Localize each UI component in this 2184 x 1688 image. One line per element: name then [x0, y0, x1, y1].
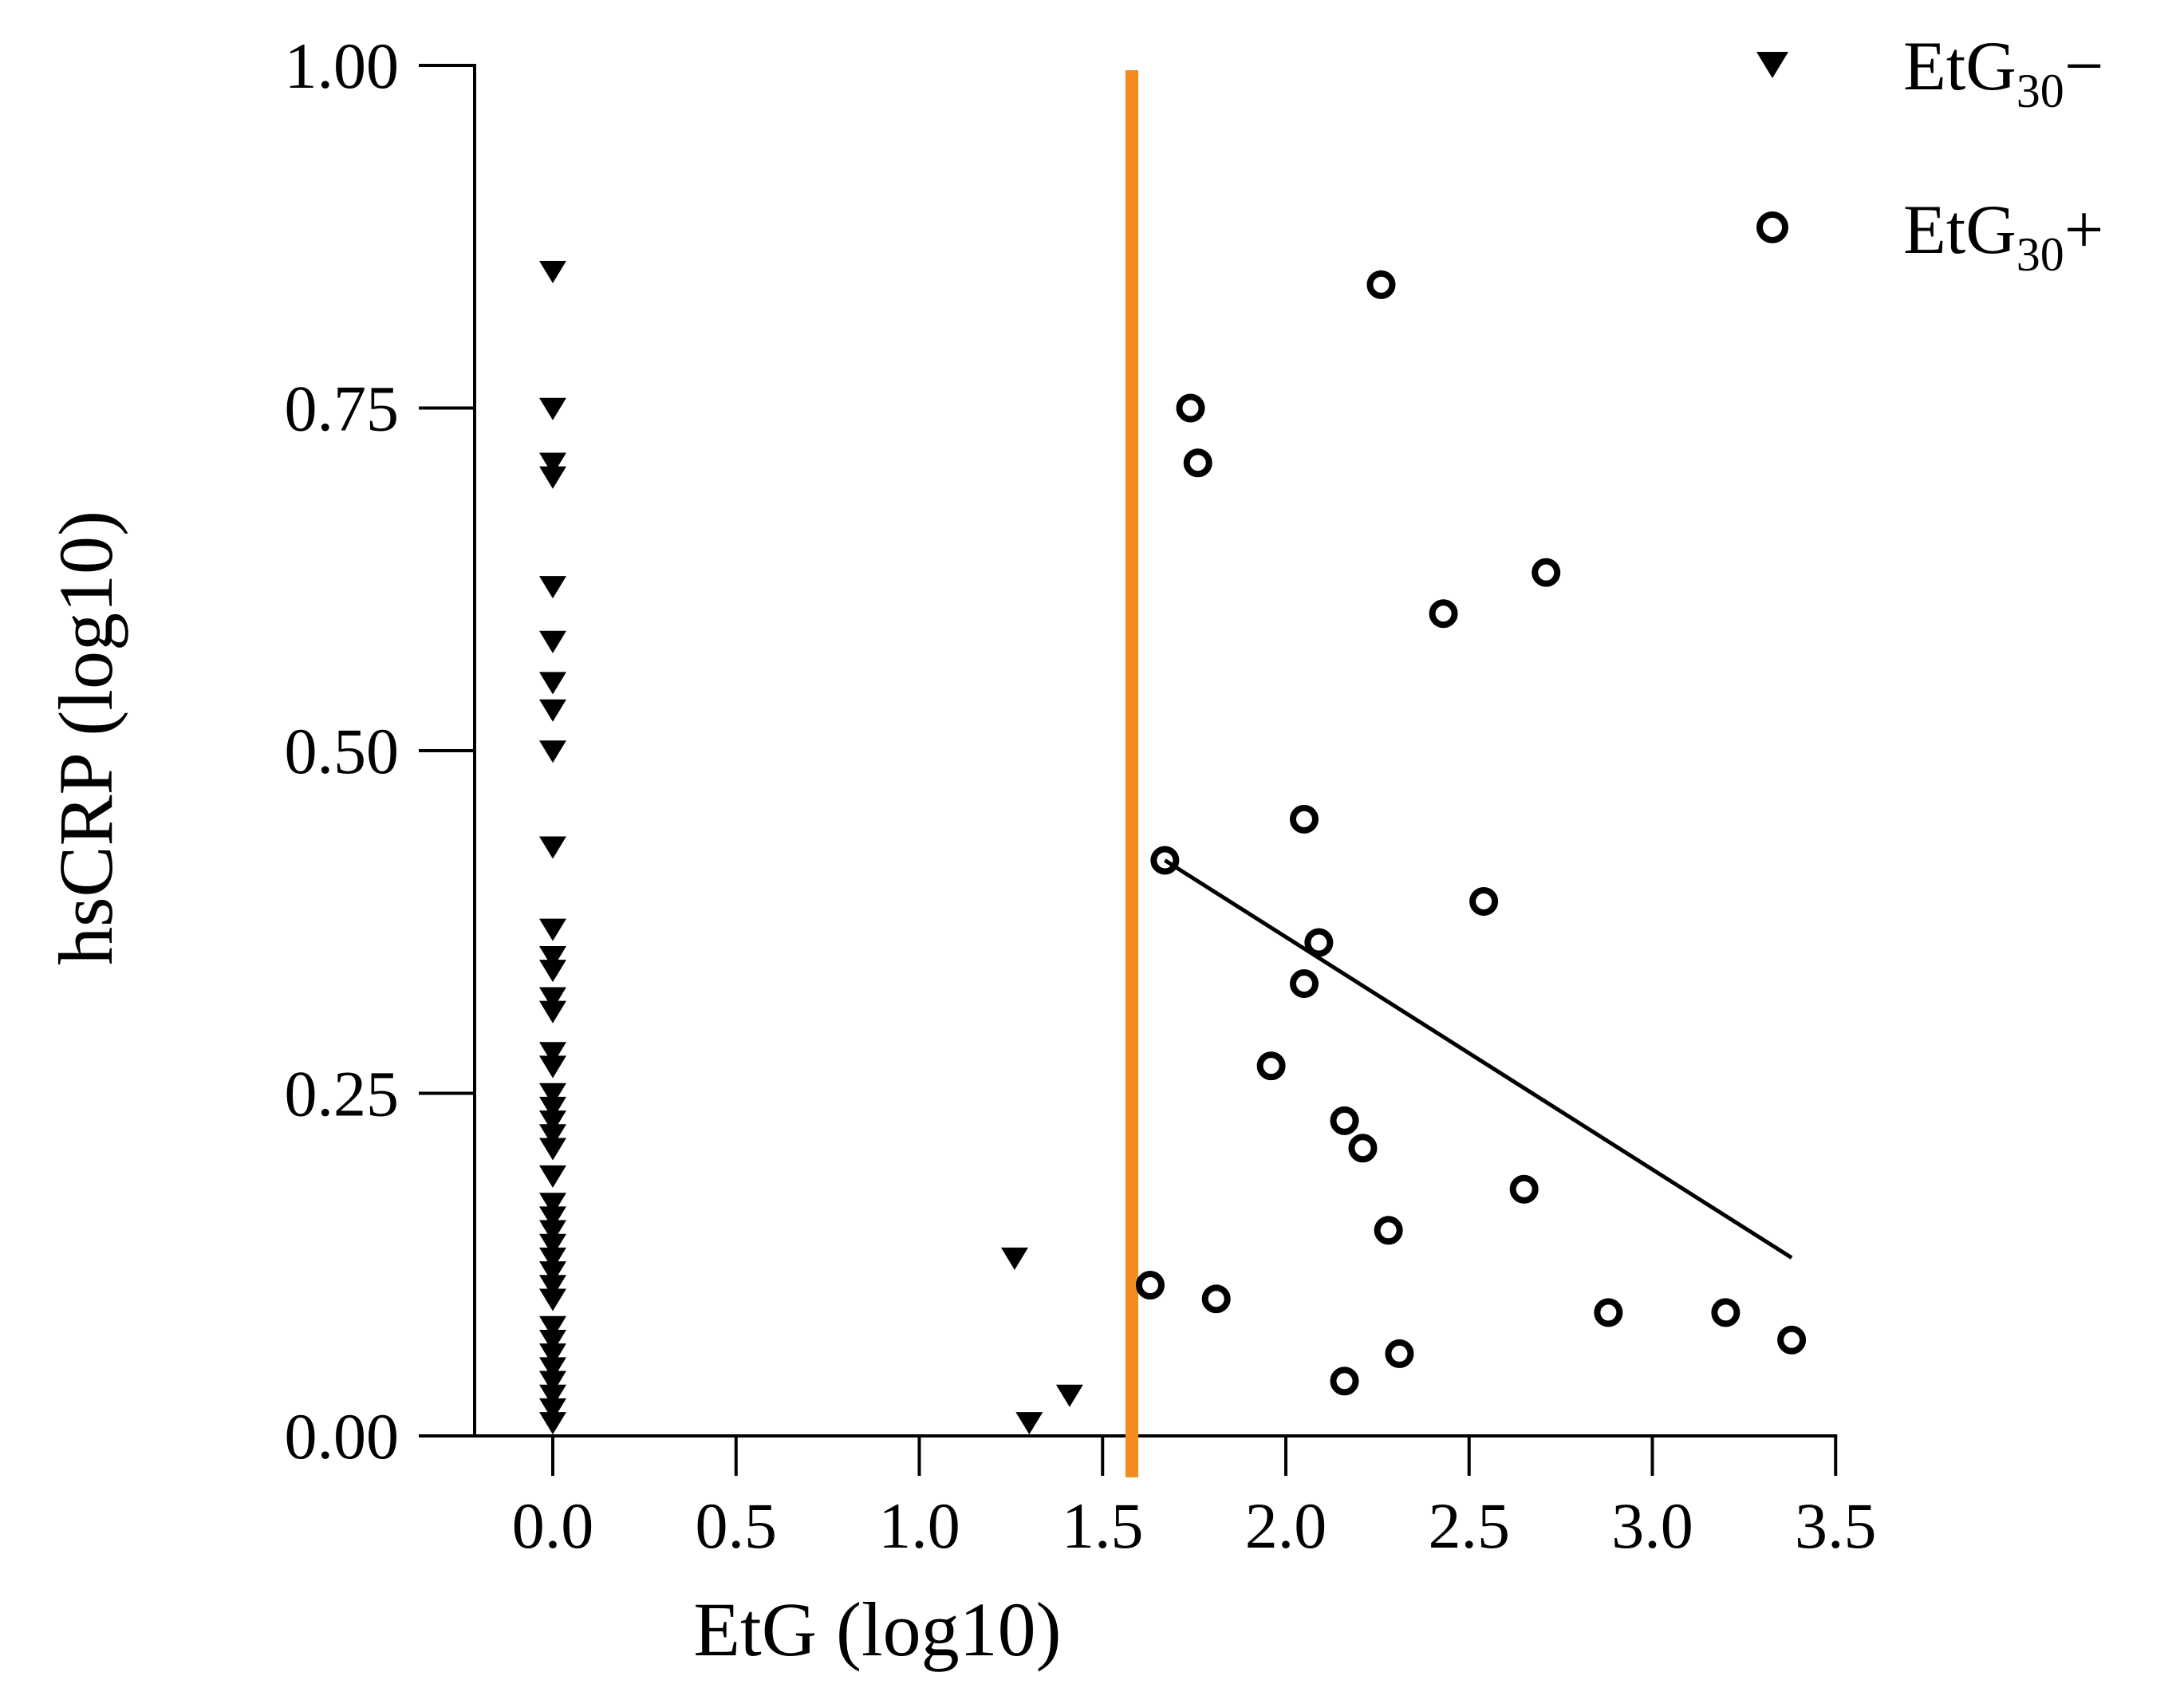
data-point-circle [1201, 1284, 1231, 1314]
axes: 0.0 0.5 1.0 1.5 2.0 2.5 3.0 3.5 0.00 0.25 0.50 0.75… [285, 30, 1877, 1562]
legend-label-main: EtG [1903, 191, 2016, 269]
data-point-triangle [539, 1165, 566, 1188]
data-point-triangle [539, 397, 566, 420]
data-point-triangle [539, 945, 566, 968]
data-point-triangle [1015, 1412, 1043, 1435]
x-tick-label: 3.0 [1611, 1489, 1693, 1562]
data-point-triangle [539, 1357, 566, 1380]
data-point-circle [1532, 558, 1561, 587]
points-layer [539, 260, 1807, 1435]
data-point-circle [1385, 1339, 1414, 1368]
data-point-triangle [1000, 1247, 1028, 1270]
data-point-triangle [539, 1398, 566, 1421]
y-tick-label: 0.50 [285, 715, 400, 787]
data-point-triangle [539, 740, 566, 763]
data-point-triangle [539, 672, 566, 695]
data-point-triangle [539, 1042, 566, 1065]
data-point-circle [1183, 448, 1212, 478]
data-point-triangle [539, 1206, 566, 1229]
data-point-circle [1711, 1298, 1740, 1327]
y-tick-label: 0.75 [285, 373, 400, 445]
data-point-circle [1777, 1325, 1807, 1355]
series-1 [1135, 270, 1807, 1396]
x-tick-label: 0.5 [696, 1489, 778, 1562]
data-point-circle [1429, 599, 1458, 629]
data-point-triangle [539, 1412, 566, 1435]
data-point-triangle [539, 1110, 566, 1134]
legend-label-suffix: − [2064, 28, 2104, 105]
y-axis-title: hsCRP (log10) [43, 511, 128, 965]
data-point-triangle [539, 1275, 566, 1298]
data-point-circle [1304, 928, 1334, 957]
legend-label-subscript: 30 [2016, 228, 2064, 281]
data-point-circle [1348, 1134, 1378, 1163]
data-point-triangle [539, 1247, 566, 1270]
data-point-circle [1374, 1216, 1403, 1245]
data-point-triangle [1055, 1384, 1083, 1407]
data-point-triangle [539, 1288, 566, 1311]
data-point-circle [1256, 1051, 1286, 1081]
legend-label-suffix: + [2064, 191, 2104, 269]
legend: EtG30−EtG30+ [1756, 28, 2103, 281]
data-point-triangle [539, 1315, 566, 1339]
data-point-triangle [539, 836, 566, 859]
data-point-triangle [539, 1220, 566, 1243]
data-point-triangle [539, 466, 566, 489]
data-point-triangle [539, 1261, 566, 1284]
data-point-circle [1366, 270, 1396, 299]
data-point-triangle [539, 918, 566, 941]
legend-marker-circle [1756, 211, 1788, 243]
regression-line [1164, 858, 1793, 1260]
series-0 [539, 260, 1083, 1435]
data-point-triangle [539, 1138, 566, 1161]
data-point-circle [1509, 1174, 1539, 1204]
data-point-triangle [539, 1096, 566, 1119]
data-point-triangle [539, 1083, 566, 1106]
data-point-triangle [539, 699, 566, 722]
x-tick-label: 2.5 [1429, 1489, 1511, 1562]
data-point-triangle [539, 1193, 566, 1216]
x-tick-label: 1.0 [878, 1489, 960, 1562]
data-point-circle [1289, 969, 1319, 999]
data-point-triangle [539, 630, 566, 653]
legend-label-main: EtG [1903, 28, 2016, 105]
y-tick-label: 0.25 [285, 1058, 400, 1130]
legend-label: EtG30− [1903, 28, 2103, 117]
y-tick-label: 1.00 [285, 30, 400, 102]
data-point-triangle [539, 1343, 566, 1367]
data-point-triangle [539, 452, 566, 475]
data-point-circle [1594, 1298, 1623, 1327]
data-point-triangle [539, 1055, 566, 1079]
legend-marker-triangle [1756, 52, 1788, 78]
data-point-triangle [539, 576, 566, 599]
data-point-circle [1176, 393, 1205, 423]
data-point-triangle [539, 1329, 566, 1353]
data-point-circle [1289, 804, 1319, 834]
data-point-circle [1330, 1106, 1359, 1135]
data-point-circle [1150, 846, 1180, 875]
x-tick-label: 3.5 [1795, 1489, 1877, 1562]
data-point-triangle [539, 1233, 566, 1256]
data-point-triangle [539, 1384, 566, 1407]
data-point-triangle [539, 960, 566, 983]
data-point-triangle [539, 1000, 566, 1023]
legend-label: EtG30+ [1903, 191, 2103, 281]
data-point-triangle [539, 260, 566, 283]
y-tick-label: 0.00 [285, 1400, 400, 1473]
data-point-triangle [539, 1371, 566, 1394]
data-point-circle [1469, 886, 1499, 916]
regression-layer [1164, 858, 1793, 1260]
data-point-triangle [539, 1124, 566, 1147]
x-axis-title: EtG (log10) [693, 1587, 1061, 1672]
x-tick-label: 2.0 [1245, 1489, 1327, 1562]
data-point-triangle [539, 987, 566, 1010]
x-tick-label: 0.0 [512, 1489, 594, 1562]
legend-label-subscript: 30 [2016, 65, 2064, 117]
data-point-circle [1330, 1367, 1359, 1396]
data-point-circle [1135, 1271, 1165, 1300]
x-tick-label: 1.5 [1062, 1489, 1144, 1562]
